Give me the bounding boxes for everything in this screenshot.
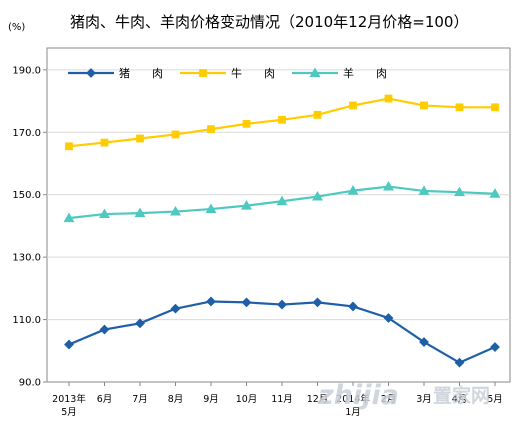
legend-label-1: 牛 肉 <box>231 66 275 80</box>
series-0-point <box>490 342 500 352</box>
series-0-point <box>64 339 74 350</box>
x-tick-label: 2014年 <box>336 393 370 405</box>
y-tick-label: 190.0 <box>12 65 41 76</box>
x-tick-label: 12月 <box>307 394 329 405</box>
series-0-point <box>348 301 358 312</box>
y-tick-label: 90.0 <box>19 378 41 389</box>
y-tick-label: 130.0 <box>12 253 41 264</box>
series-0-point <box>277 299 287 310</box>
series-0-point <box>454 357 465 368</box>
legend-marker-2 <box>309 67 321 77</box>
x-tick-label: 1月 <box>345 407 361 418</box>
series-2-point <box>276 195 288 206</box>
chart-title: 猪肉、牛肉、羊肉价格变动情况（2010年12月价格=100） <box>70 13 468 31</box>
series-0-point <box>383 313 394 323</box>
y-tick-label: 150.0 <box>12 190 41 201</box>
plot-area: 190.0 170.0 150.0 130.0 110.0 90.0 2013年 5月 6月 7月… <box>12 47 511 418</box>
series-1-point <box>278 115 286 124</box>
series-1-point <box>491 103 499 112</box>
x-tick-label: 6月 <box>97 394 113 405</box>
series-0-point <box>419 337 429 347</box>
series-2-point <box>99 208 110 219</box>
series-1-point <box>455 103 464 112</box>
x-tick-label: 5月 <box>487 394 503 405</box>
series-0-point <box>241 297 252 308</box>
legend-marker-1 <box>199 69 207 77</box>
x-tick-label: 9月 <box>203 394 219 405</box>
series-1-point <box>100 138 109 147</box>
x-tick-label: 11月 <box>271 394 293 405</box>
series-2-point <box>489 188 501 198</box>
watermark: zhijia 置家网 <box>317 380 490 411</box>
series-1-point <box>136 134 144 143</box>
x-tick-label: 2月 <box>381 394 397 405</box>
x-tick-label: 8月 <box>168 394 184 405</box>
series-2-point <box>383 180 394 191</box>
y-axis-unit: (%) <box>8 22 25 33</box>
series-2-point <box>134 207 146 218</box>
plot-border <box>46 47 511 383</box>
series-1-point <box>420 101 428 110</box>
x-tick-label: 10月 <box>236 394 258 405</box>
series-0-point <box>206 296 216 307</box>
series-2-point <box>418 185 430 195</box>
x-tick-label: 2013年 <box>52 393 86 405</box>
watermark-brand: zhijia <box>317 380 399 411</box>
legend: 猪 肉牛 肉羊 肉 <box>68 66 387 80</box>
x-tick-label: 5月 <box>61 407 77 418</box>
series-1-point <box>65 142 73 151</box>
series-0-point <box>135 318 145 329</box>
x-tick-label: 7月 <box>132 394 148 405</box>
series-0-point <box>99 324 110 335</box>
series-0-point <box>170 303 181 314</box>
y-tick-label: 170.0 <box>12 128 41 139</box>
series-1-point <box>349 101 357 110</box>
series-line-0 <box>68 300 496 364</box>
series-1-point <box>313 110 322 119</box>
y-tick-label: 110.0 <box>12 315 41 326</box>
series-2-point <box>205 203 217 214</box>
series-2-point <box>241 200 252 210</box>
series-2-point <box>312 190 323 201</box>
series-1-point <box>207 125 215 134</box>
series-1-point <box>242 119 251 128</box>
series-2-point <box>63 212 75 223</box>
series-0-point <box>312 297 323 308</box>
legend-label-0: 猪 肉 <box>119 67 163 80</box>
legend-label-2: 羊 肉 <box>343 66 387 80</box>
legend-marker-0 <box>86 68 96 78</box>
x-tick-label: 4月 <box>452 394 468 405</box>
series-1-point <box>384 94 393 103</box>
series-1-point <box>171 130 180 139</box>
series-2-point <box>347 185 359 195</box>
series-2-point <box>170 205 181 216</box>
series-2-point <box>454 186 465 197</box>
x-tick-label: 3月 <box>416 394 432 405</box>
watermark-suffix: 置家网 <box>433 384 490 407</box>
